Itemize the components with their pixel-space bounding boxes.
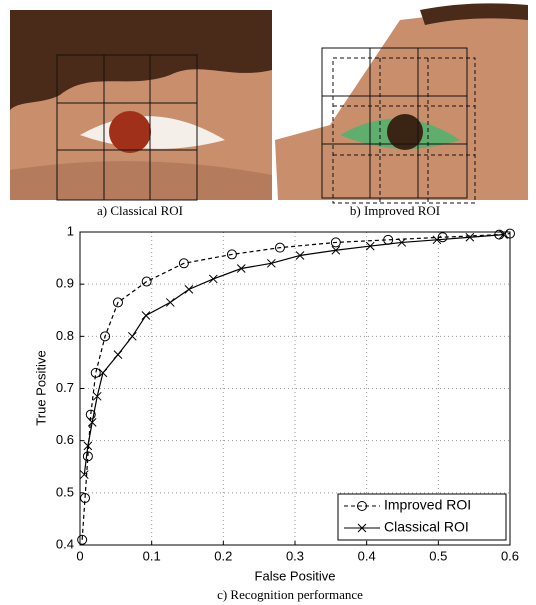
x-tick-label: 0 (76, 548, 83, 563)
legend-label: Classical ROI (384, 519, 469, 535)
x-tick-label: 0.5 (429, 548, 447, 563)
x-tick-label: 0.4 (358, 548, 376, 563)
point (166, 298, 174, 306)
y-tick-label: 1 (67, 223, 74, 238)
y-tick-label: 0.7 (56, 380, 74, 395)
figure: a) Classical ROI b) Improved ROI c) Reco… (0, 0, 536, 605)
y-tick-label: 0.9 (56, 276, 74, 291)
series-line (84, 235, 503, 475)
legend-label: Improved ROI (384, 497, 471, 513)
point (142, 311, 150, 319)
y-tick-label: 0.6 (56, 432, 74, 447)
point (114, 351, 122, 359)
photo-classical (10, 10, 272, 200)
y-axis-label: True Positive (33, 350, 48, 425)
photo-improved (275, 3, 528, 203)
x-tick-label: 0.2 (214, 548, 232, 563)
point (209, 275, 217, 283)
point (128, 332, 136, 340)
caption: c) Recognition performance (217, 587, 363, 602)
caption: b) Improved ROI (350, 203, 440, 218)
x-tick-label: 0.1 (143, 548, 161, 563)
y-tick-label: 0.4 (56, 536, 74, 551)
point (185, 285, 193, 293)
x-tick-label: 0.6 (501, 548, 519, 563)
x-axis-label: False Positive (255, 568, 336, 583)
y-tick-label: 0.5 (56, 484, 74, 499)
y-tick-label: 0.8 (56, 328, 74, 343)
x-tick-label: 0.3 (286, 548, 304, 563)
caption: a) Classical ROI (97, 203, 183, 218)
